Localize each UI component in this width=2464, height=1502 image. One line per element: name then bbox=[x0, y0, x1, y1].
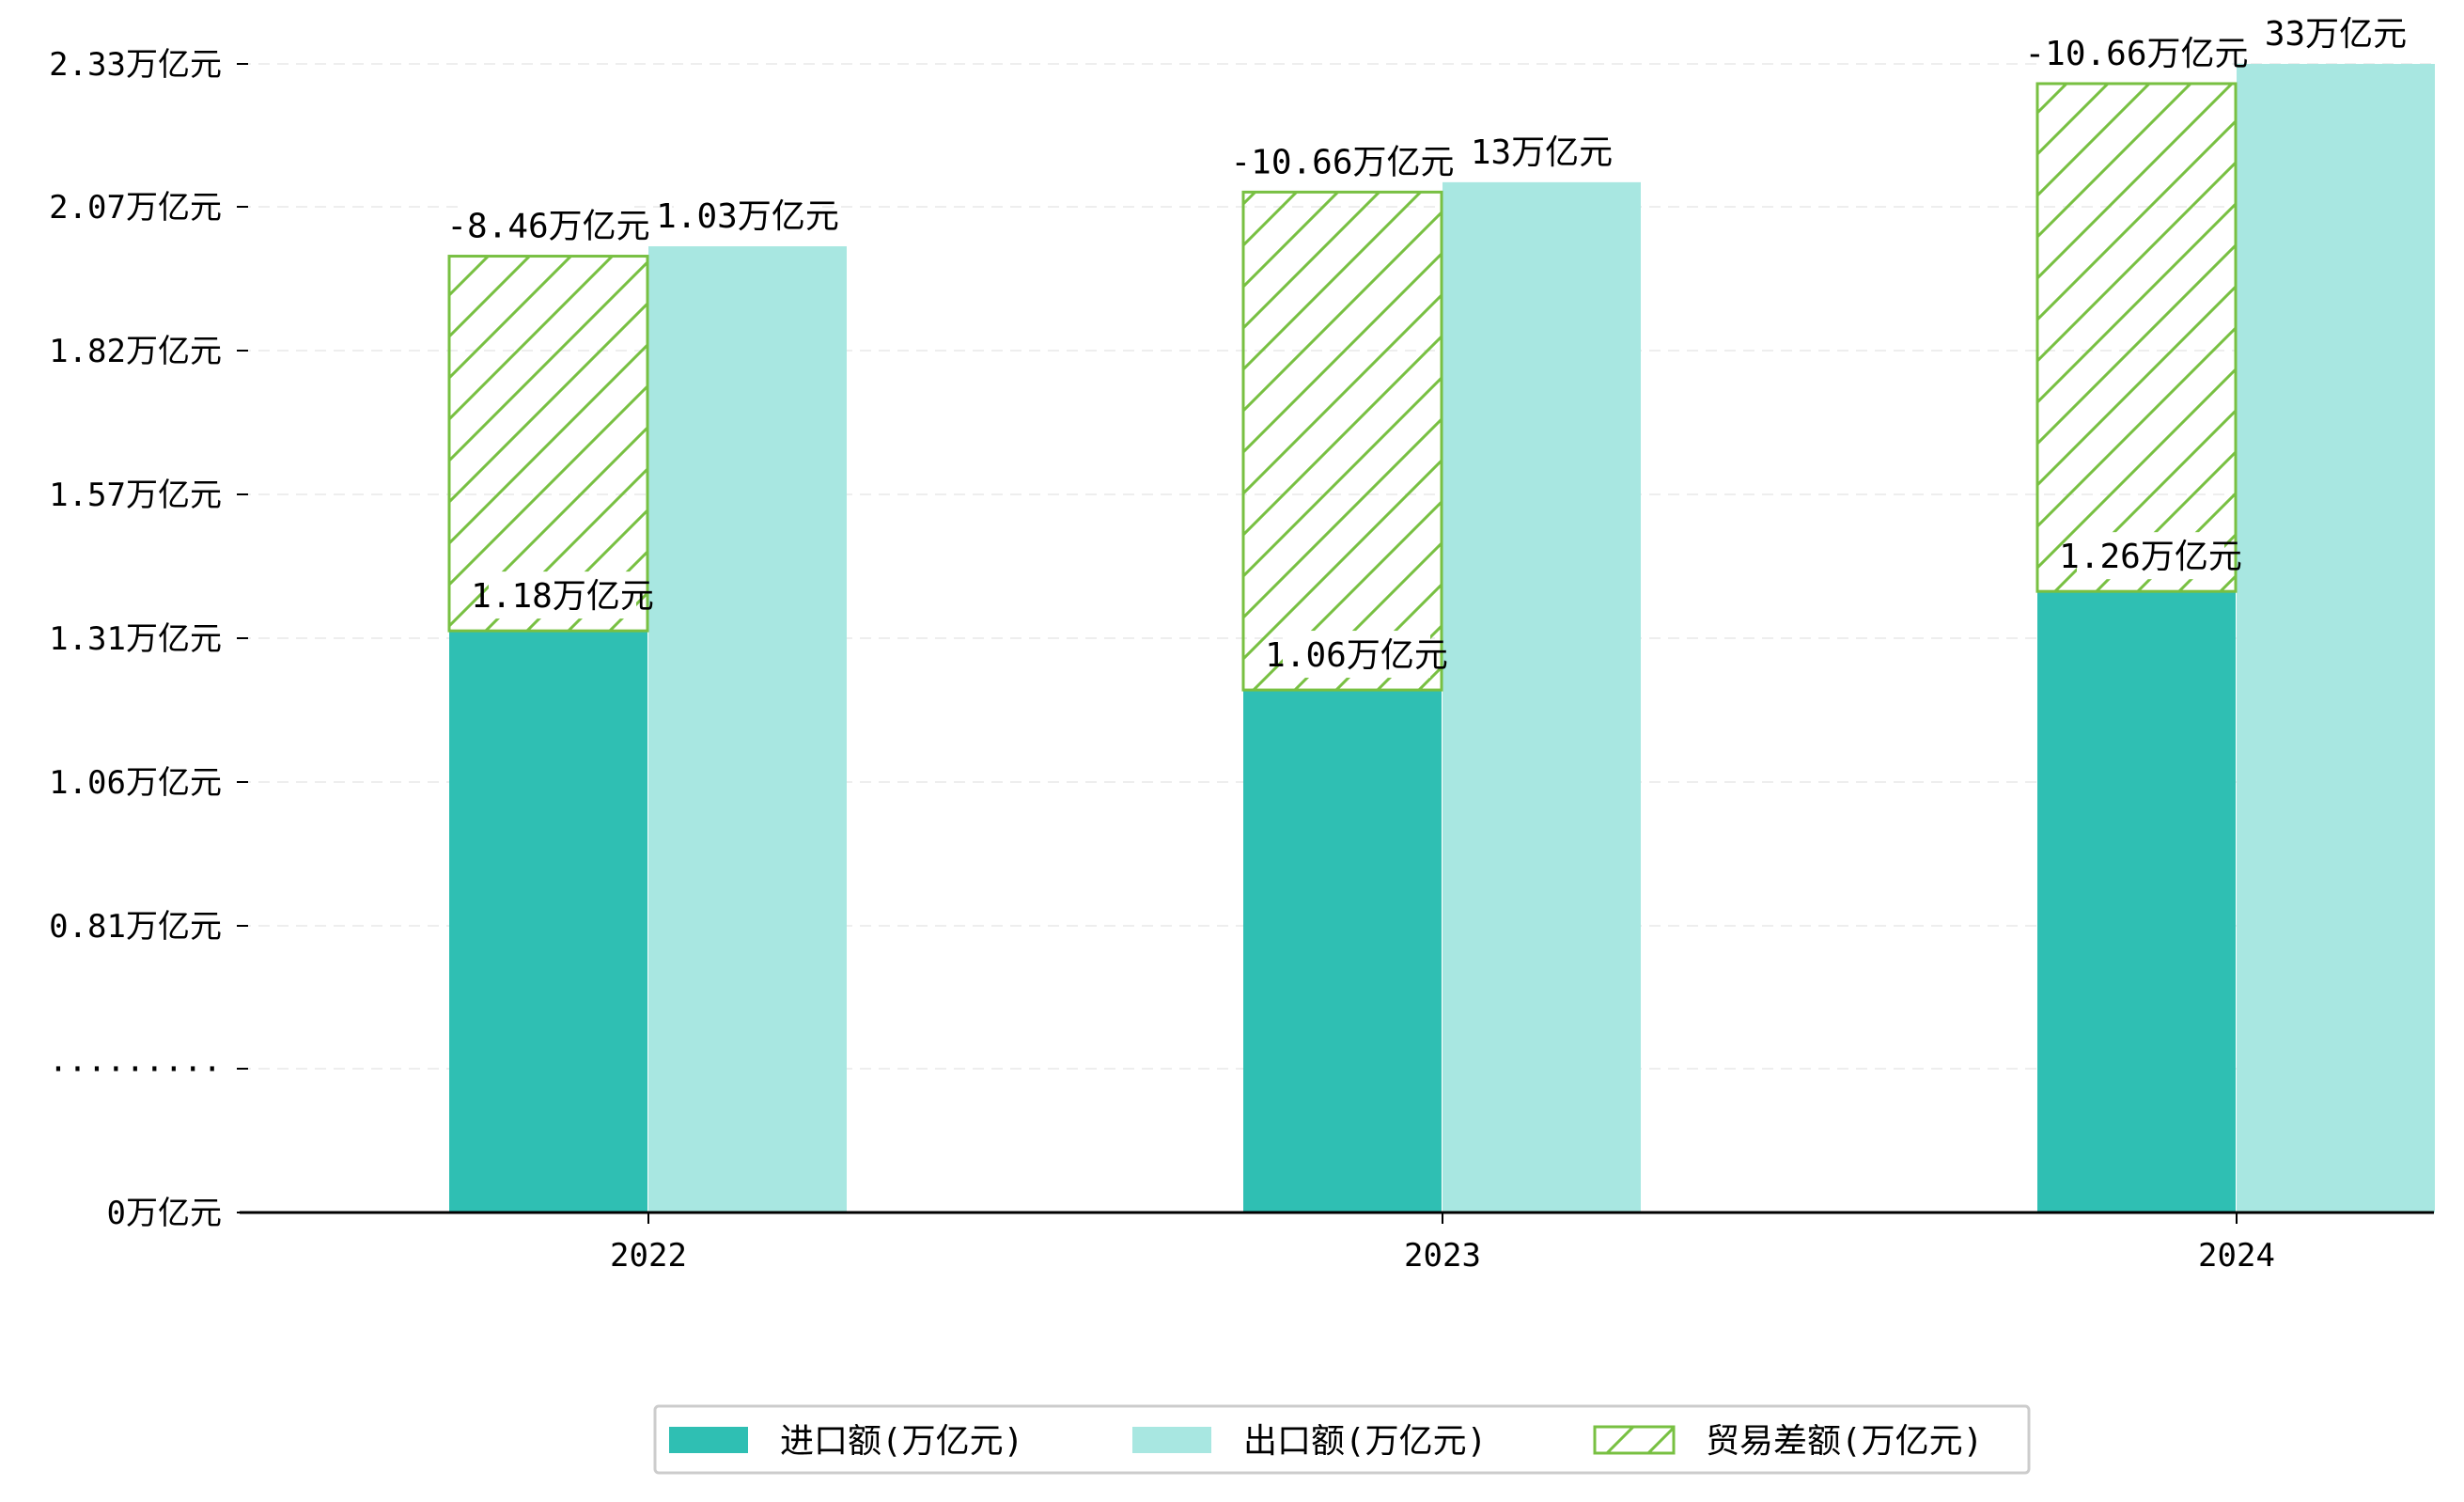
legend-swatch bbox=[669, 1427, 748, 1453]
legend: 进口额(万亿元) 出口额(万亿元) 贸易差额(万亿元) bbox=[653, 1404, 2031, 1475]
balance-bar bbox=[447, 255, 649, 633]
x-tick-label: 2024 bbox=[2198, 1237, 2275, 1275]
data-labels: 1.03万亿元-8.46万亿元 1.18万亿元 13万亿元 -10.66万亿元 1.06… bbox=[446, 9, 2407, 679]
balance-value-label-bg bbox=[2043, 28, 2230, 76]
legend-swatch-balance bbox=[1593, 1425, 1676, 1455]
import-bar bbox=[2037, 591, 2236, 1213]
import-value-label: 1.26万亿元 bbox=[2059, 538, 2242, 576]
export-value-label: 13万亿元 bbox=[1471, 133, 1613, 172]
balance-bar bbox=[2035, 82, 2238, 593]
import-bar bbox=[449, 631, 647, 1213]
legend-label: 贸易差额(万亿元) bbox=[1706, 1422, 1983, 1461]
balance-value-label: -10.66万亿元 bbox=[2024, 35, 2248, 73]
y-tick-label: 1.31万亿元 bbox=[49, 620, 222, 658]
y-tick-label: 1.82万亿元 bbox=[49, 333, 222, 370]
y-tick-label: 2.07万亿元 bbox=[49, 189, 222, 227]
bars bbox=[447, 64, 2435, 1213]
import-value-label-bg bbox=[489, 571, 636, 619]
balance-value-label-bg bbox=[464, 201, 632, 249]
x-tick-label: 2023 bbox=[1404, 1237, 1481, 1275]
export-value-label-bg bbox=[674, 192, 821, 240]
y-tick-label: 1.06万亿元 bbox=[49, 764, 222, 802]
y-tick-label: 1.57万亿元 bbox=[49, 477, 222, 514]
y-tick-label: 0万亿元 bbox=[107, 1195, 222, 1232]
y-tick-label: ········· bbox=[49, 1051, 222, 1088]
export-value-label: 1.03万亿元 bbox=[656, 197, 839, 236]
balance-value-label: -8.46万亿元 bbox=[446, 208, 649, 246]
x-tick-label: 2022 bbox=[610, 1237, 687, 1275]
balance-value-label-bg bbox=[1249, 137, 1436, 185]
import-value-label-bg bbox=[2077, 532, 2224, 580]
import-value-label: 1.18万亿元 bbox=[471, 577, 654, 616]
legend-label: 进口额(万亿元) bbox=[780, 1422, 1023, 1461]
legend-label: 出口额(万亿元) bbox=[1243, 1422, 1487, 1461]
y-tick-label: 2.33万亿元 bbox=[49, 46, 222, 84]
import-value-label: 1.06万亿元 bbox=[1265, 636, 1448, 675]
legend-swatch bbox=[1132, 1427, 1211, 1453]
legend-box bbox=[653, 1404, 2031, 1475]
export-bar bbox=[648, 246, 847, 1213]
import-bar bbox=[1243, 690, 1442, 1213]
export-bar bbox=[2237, 64, 2435, 1213]
export-value-label: 33万亿元 bbox=[2265, 15, 2407, 54]
y-tick-label: 0.81万亿元 bbox=[49, 908, 222, 946]
export-value-label-bg bbox=[2282, 9, 2390, 56]
import-value-label-bg bbox=[1283, 631, 1430, 679]
export-bar bbox=[1443, 181, 1641, 1213]
balance-bar bbox=[1241, 190, 1443, 692]
balance-value-label: -10.66万亿元 bbox=[1230, 143, 1454, 181]
export-value-label-bg bbox=[1488, 127, 1596, 175]
axes: 0万亿元 ········· 0.81万亿元 1.06万亿元 1.31万亿元 1.57万亿… bbox=[49, 46, 2434, 1275]
